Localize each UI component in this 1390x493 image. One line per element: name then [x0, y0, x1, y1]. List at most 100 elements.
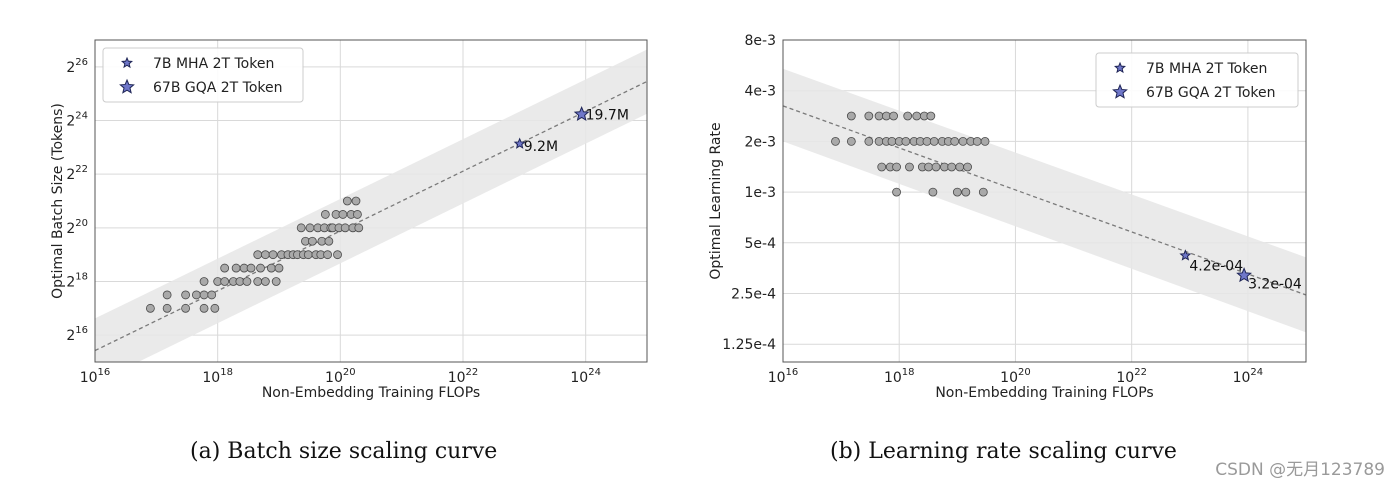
data-point [846, 137, 856, 146]
y-tick-labels: 216 218 220 222 224 226 [66, 57, 88, 344]
star-annotations: 9.2M 19.7M [524, 107, 629, 154]
y-tick-label: 1e-3 [745, 185, 776, 201]
star-marker-7b [513, 137, 526, 149]
data-point [266, 263, 276, 273]
data-point [271, 277, 281, 286]
data-point [220, 263, 230, 273]
data-point [354, 223, 364, 233]
data-point [963, 162, 972, 172]
data-point [268, 250, 278, 260]
data-point [333, 250, 342, 260]
star-marker-67b [1236, 267, 1252, 283]
x-tick-label: 1018 [202, 367, 233, 386]
y-axis-label: Optimal Learning Rate [708, 122, 724, 279]
x-tick-labels: 1016 1018 1020 1022 1024 [80, 367, 601, 386]
y-tick-label: 2.5e-4 [731, 287, 776, 303]
data-point [955, 162, 965, 172]
legend-star [119, 78, 135, 94]
data-point [260, 250, 270, 260]
data-point [924, 162, 933, 172]
data-point [260, 277, 270, 286]
y-tick-label: 218 [66, 272, 88, 291]
data-point [980, 137, 990, 146]
y-tick-label: 220 [66, 218, 88, 237]
data-point [199, 277, 209, 286]
x-axis-label: Non-Embedding Training FLOPs [935, 385, 1153, 401]
y-tick-labels: 8e-3 4e-3 2e-3 1e-3 5e-4 2.5e-4 1.25e-4 [722, 33, 776, 353]
data-point [199, 290, 209, 300]
data-point [846, 111, 856, 121]
uncertainty-band [783, 68, 1306, 333]
caption-a: (a) Batch size scaling curve [190, 439, 497, 464]
model-star-markers [513, 105, 590, 149]
data-point [207, 290, 217, 300]
data-point [892, 162, 901, 172]
data-point [881, 111, 891, 121]
legend-entry-67b: 67B GQA 2T Token [153, 80, 283, 96]
scatter-points [145, 196, 364, 313]
x-tick-label: 1022 [1116, 367, 1147, 386]
data-point [210, 303, 220, 313]
data-point [274, 263, 284, 273]
data-point [912, 111, 922, 121]
data-point [296, 223, 306, 233]
data-point [323, 250, 333, 260]
data-point [320, 210, 330, 219]
y-tick-label: 216 [66, 325, 88, 344]
data-point [220, 277, 230, 286]
data-point [864, 137, 874, 146]
y-tick-label: 224 [66, 111, 88, 130]
legend-box [1095, 52, 1299, 108]
data-point [231, 263, 241, 273]
data-point [931, 162, 941, 172]
data-point [338, 210, 348, 219]
x-tick-label: 1016 [768, 367, 799, 386]
data-point [342, 196, 352, 206]
data-point [952, 187, 962, 197]
data-point [961, 187, 971, 197]
data-point [926, 111, 936, 121]
data-point [929, 137, 939, 146]
data-point [340, 223, 350, 233]
data-point [246, 263, 256, 273]
data-point [874, 137, 884, 146]
legend-marker-7b [121, 56, 133, 69]
plot-frame [94, 39, 648, 363]
star-marker-7b [1179, 249, 1192, 261]
data-point [950, 137, 960, 146]
data-point [874, 111, 884, 121]
annotation-7b: 4.2e-04 [1189, 259, 1243, 275]
legend-marker-67b [119, 78, 135, 94]
legend-marker-7b [1114, 61, 1126, 74]
caption-b: (b) Learning rate scaling curve [830, 439, 1177, 464]
legend-star [1114, 61, 1126, 74]
data-point [887, 137, 897, 146]
annotation-67b: 19.7M [586, 107, 629, 123]
legend-entry-7b: 7B MHA 2T Token [153, 56, 274, 72]
x-tick-label: 1016 [80, 367, 111, 386]
y-tick-label: 222 [66, 164, 88, 183]
data-point [903, 111, 913, 121]
data-point [905, 162, 914, 172]
data-point [877, 162, 887, 172]
watermark: CSDN @无月123789 [1215, 460, 1385, 480]
data-point [958, 137, 968, 146]
x-tick-labels: 1016 1018 1020 1022 1024 [768, 367, 1263, 386]
x-tick-label: 1020 [1000, 367, 1031, 386]
data-point [191, 290, 201, 300]
x-tick-label: 1024 [570, 367, 601, 386]
y-tick-label: 4e-3 [745, 84, 776, 100]
data-point [922, 137, 932, 146]
y-axis-label: Optimal Batch Size (Tokens) [50, 103, 66, 299]
data-point [940, 162, 949, 172]
data-point [351, 196, 361, 206]
data-point [256, 263, 265, 273]
data-point [353, 210, 362, 219]
data-point [181, 290, 190, 300]
y-tick-label: 8e-3 [745, 33, 776, 49]
model-star-markers [1179, 249, 1252, 283]
y-tick-label: 1.25e-4 [722, 337, 776, 353]
plot-frame [782, 39, 1307, 363]
data-point [162, 303, 172, 313]
